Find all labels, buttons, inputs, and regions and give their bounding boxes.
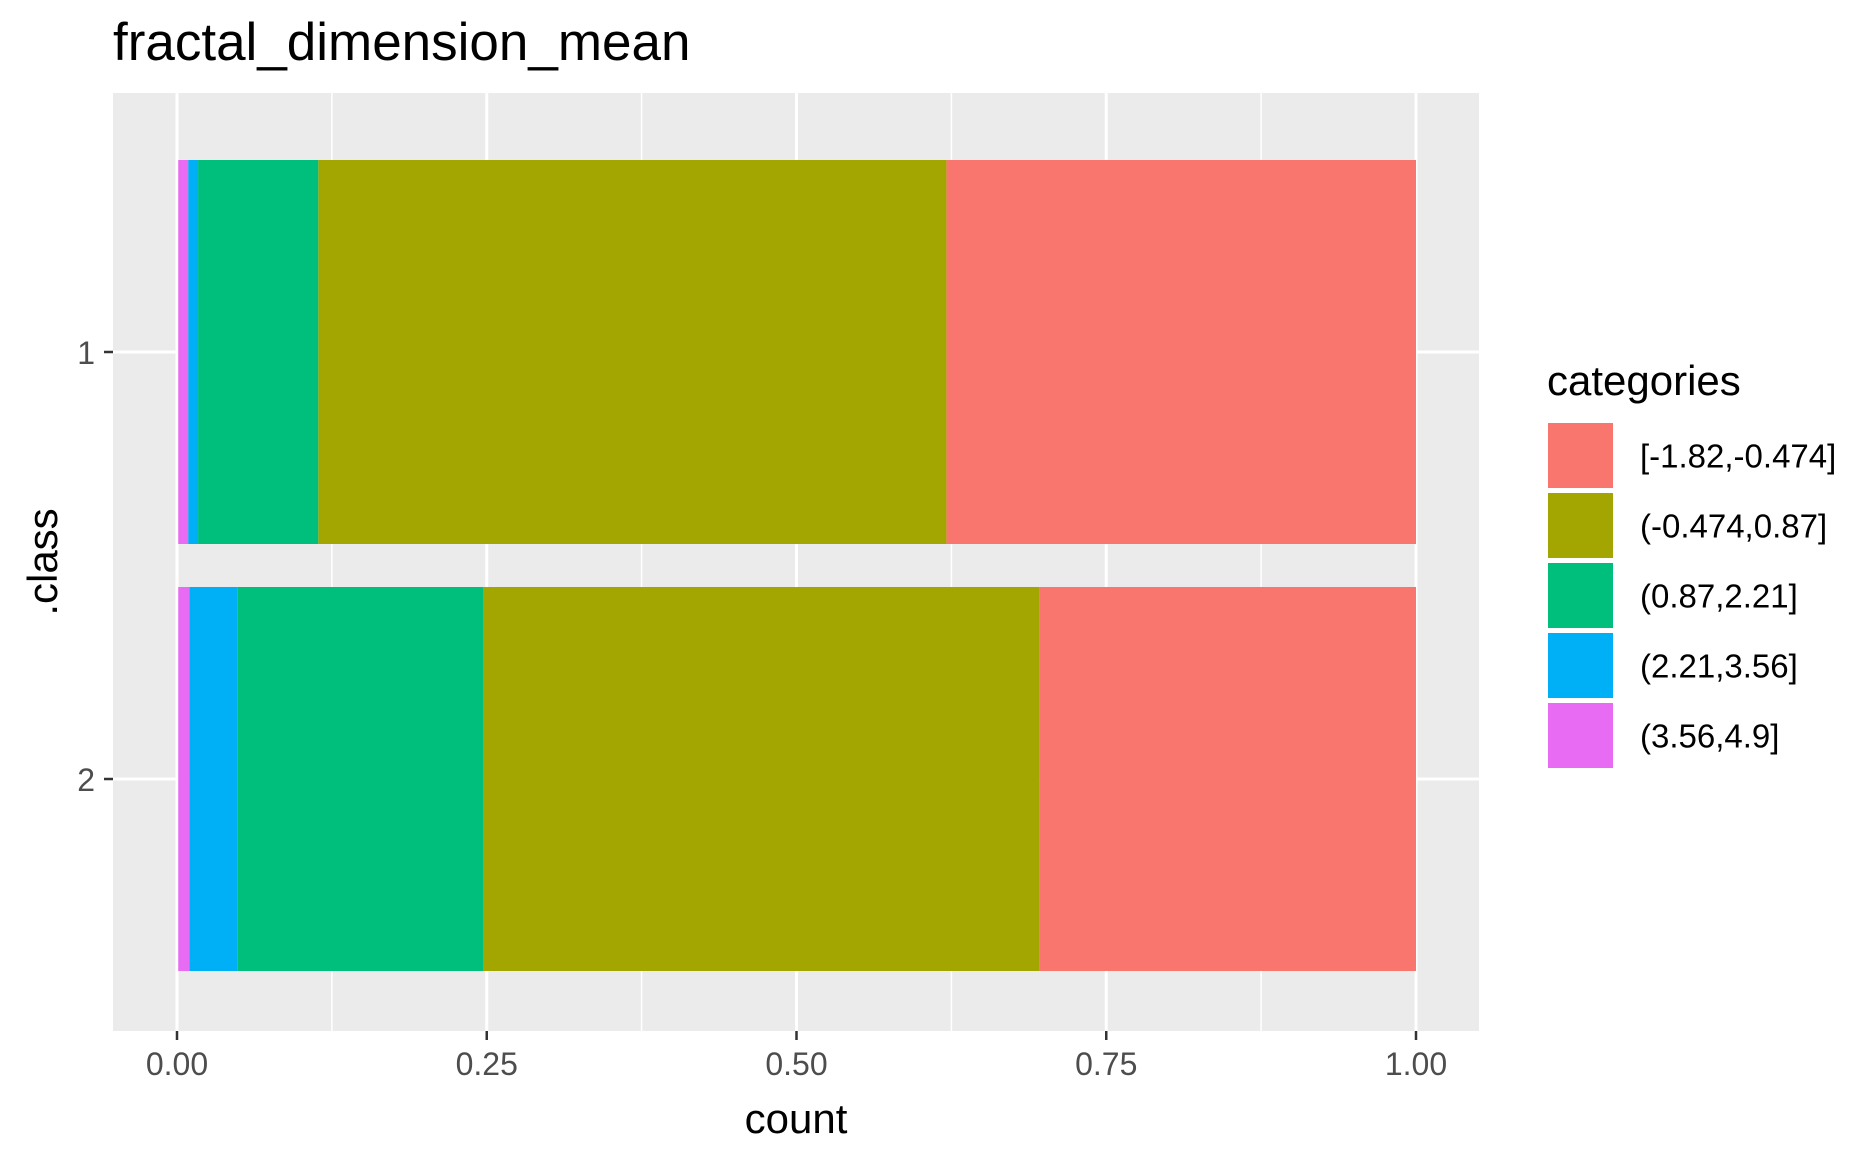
legend-key [1546, 561, 1615, 630]
bar-segment [188, 160, 199, 544]
legend-key [1546, 421, 1615, 490]
legend-label: (2.21,3.56] [1640, 648, 1798, 685]
bar-segment [483, 587, 1040, 971]
bar-segment [946, 160, 1416, 544]
y-tick-label: 1 [77, 335, 95, 371]
x-tick-label: 0.50 [765, 1046, 827, 1082]
legend: categories [-1.82,-0.474] (-0.474,0.87] (0… [1546, 357, 1836, 770]
bar-segment [178, 587, 190, 971]
bar-segment [189, 587, 238, 971]
x-tick-label: 1.00 [1385, 1046, 1447, 1082]
axes: 0.00 0.25 0.50 0.75 1.00 1 2 [77, 335, 1447, 1082]
bar-segment [237, 587, 484, 971]
y-axis-title: .class [19, 508, 66, 615]
legend-title: categories [1547, 357, 1741, 404]
bar-segment [318, 160, 947, 544]
bar-segment [178, 160, 189, 544]
bars [178, 160, 1416, 971]
x-tick-label: 0.75 [1075, 1046, 1137, 1082]
legend-label: (3.56,4.9] [1640, 718, 1779, 755]
legend-label: (0.87,2.21] [1640, 578, 1798, 615]
x-axis-title: count [745, 1095, 848, 1142]
chart-title: fractal_dimension_mean [113, 13, 690, 72]
legend-key [1546, 491, 1615, 560]
bar-segment [1039, 587, 1416, 971]
legend-label: (-0.474,0.87] [1640, 508, 1827, 545]
x-tick-label: 0.25 [456, 1046, 518, 1082]
legend-key [1546, 701, 1615, 770]
bar-segment [198, 160, 319, 544]
y-tick-label: 2 [77, 762, 95, 798]
x-tick-label: 0.00 [146, 1046, 208, 1082]
legend-label: [-1.82,-0.474] [1640, 438, 1836, 475]
legend-key [1546, 631, 1615, 700]
